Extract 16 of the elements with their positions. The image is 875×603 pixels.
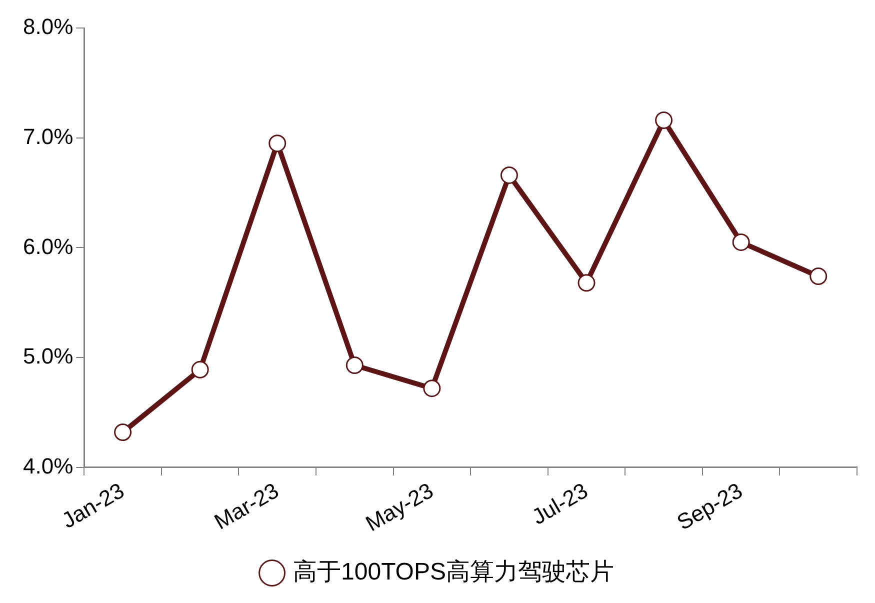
point xyxy=(268,134,286,152)
point xyxy=(655,112,673,130)
y-tick-label: 8.0% xyxy=(22,14,74,40)
point xyxy=(346,356,364,374)
point xyxy=(191,360,209,378)
point xyxy=(732,233,750,251)
y-tick-label: 6.0% xyxy=(22,234,74,259)
y-tick-label: 5.0% xyxy=(22,344,74,369)
point xyxy=(578,274,596,292)
point xyxy=(500,166,518,184)
y-tick-label: 7.0% xyxy=(22,124,74,149)
point xyxy=(423,380,441,398)
y-tick-label: 4.0% xyxy=(22,454,74,479)
point xyxy=(810,268,828,286)
point xyxy=(114,424,132,442)
legend-label: 高于100TOPS高算力驾驶芯片 xyxy=(293,558,614,586)
